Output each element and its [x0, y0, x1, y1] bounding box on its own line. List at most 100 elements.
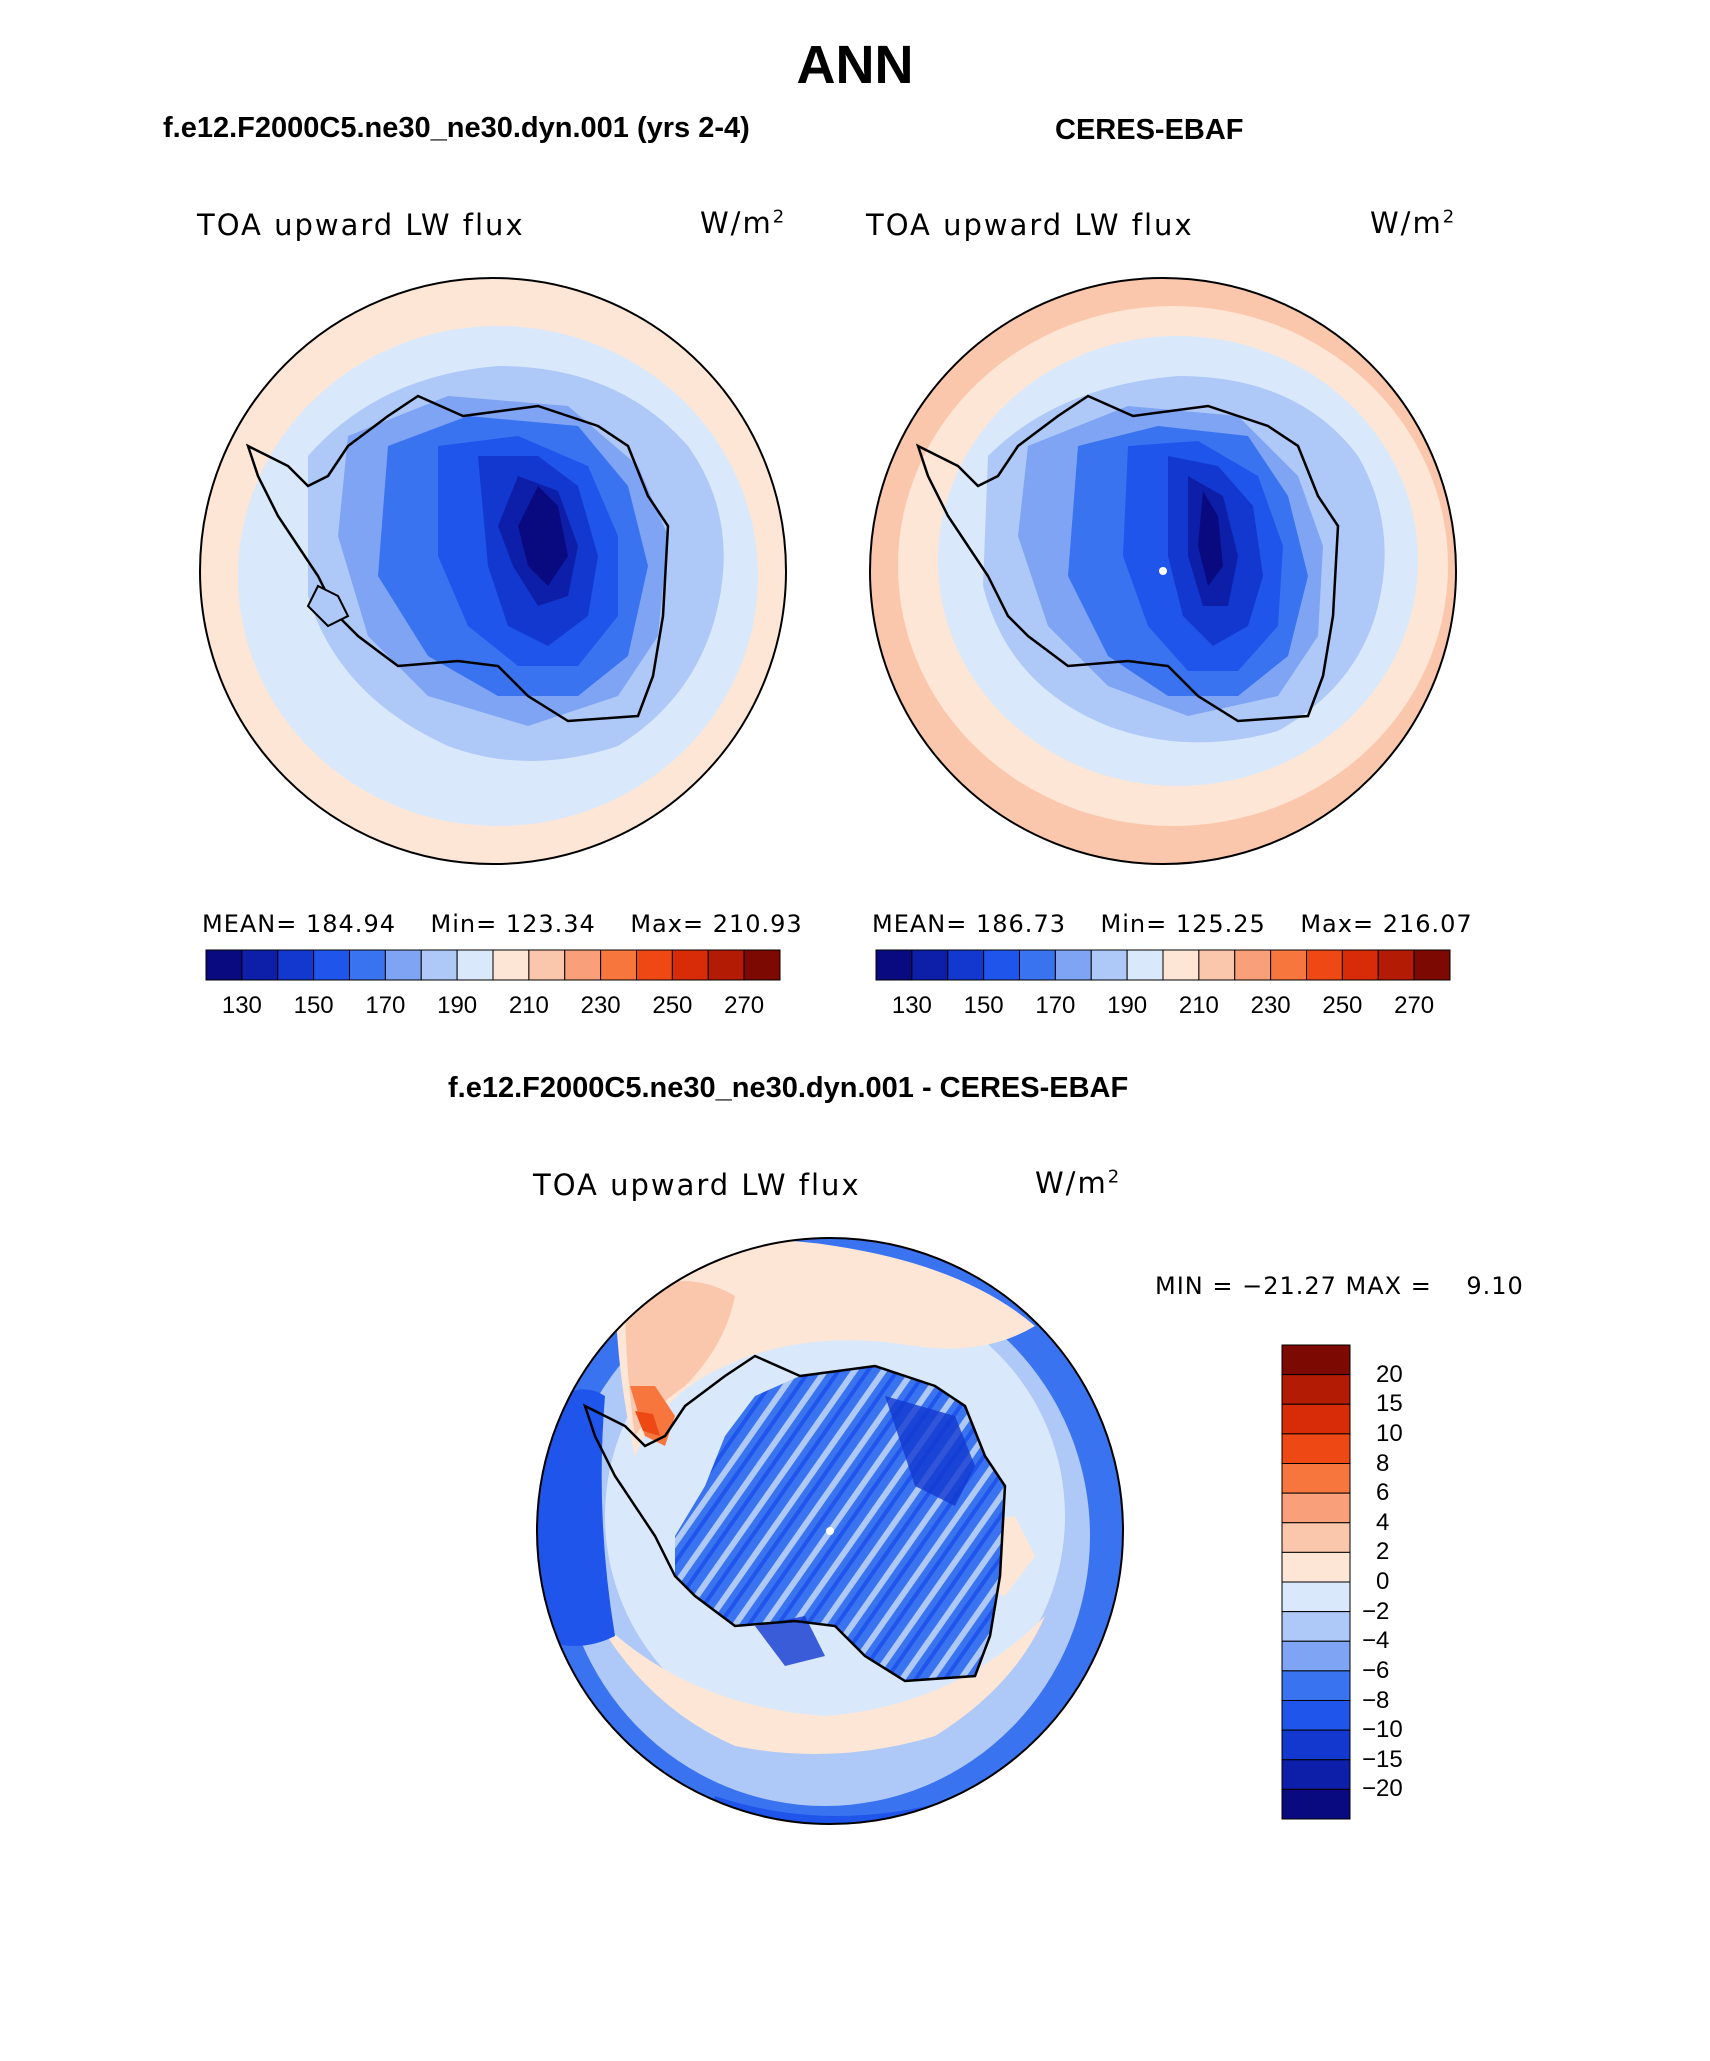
colorbar-diff-ticks: 20 15 10 8 6 4 2 0 −2 −4 −6 −8 −10 −15 −20: [1362, 1345, 1442, 1819]
colorbar-obs-swatch: [1198, 949, 1236, 981]
colorbar-diff-swatch: [1281, 1700, 1351, 1731]
colorbar-obs-swatch: [1234, 949, 1272, 981]
colorbar-obs-swatch: [1377, 949, 1415, 981]
colorbar-obs-swatch: [911, 949, 949, 981]
colorbar-model-swatch: [349, 949, 386, 981]
colorbar-model-tick-label: 210: [508, 992, 549, 1019]
colorbar-diff: [1281, 1344, 1351, 1820]
figure-title: ANN: [796, 35, 914, 95]
colorbar-model-swatch: [492, 949, 530, 981]
colorbar-model-swatch: [241, 949, 279, 981]
colorbar-obs-tick-label: 190: [1107, 992, 1148, 1019]
colorbar-obs-ticks: 130 150 170 190 210 230 250 270: [876, 992, 1450, 1022]
colorbar-model-tick-label: 130: [221, 992, 262, 1019]
colorbar-diff-tick-label: −8: [1362, 1686, 1390, 1714]
colorbar-obs-swatch: [1413, 949, 1451, 981]
colorbar-diff-tick-label: −10: [1362, 1716, 1403, 1744]
map-model: [199, 277, 787, 865]
colorbar-obs-tick-label: 230: [1250, 992, 1291, 1019]
diff-units: W/m2: [1035, 1166, 1122, 1200]
colorbar-obs-tick-label: 170: [1035, 992, 1076, 1019]
colorbar-diff-swatch: [1281, 1403, 1351, 1435]
map-model-coastline: [245, 394, 670, 723]
colorbar-diff-swatch: [1281, 1729, 1351, 1761]
colorbar-model-swatch: [205, 949, 243, 981]
colorbar-obs-swatch: [875, 949, 913, 981]
map-diff-coastline: [582, 1354, 1007, 1683]
panel-2-variable: TOA upward LW flux: [866, 208, 1194, 242]
colorbar-model-swatch: [564, 949, 602, 981]
colorbar-diff-swatch: [1281, 1344, 1351, 1376]
colorbar-diff-tick-label: 4: [1376, 1508, 1390, 1536]
colorbar-model: [205, 949, 781, 981]
panel-1-title: f.e12.F2000C5.ne30_ne30.dyn.001 (yrs 2-4…: [163, 112, 750, 144]
colorbar-obs-swatch: [1019, 949, 1056, 981]
colorbar-model-swatch: [600, 949, 637, 981]
colorbar-diff-swatch: [1281, 1581, 1351, 1613]
panel-1-stats: MEAN= 184.94 Min= 123.34 Max= 210.93: [202, 910, 803, 938]
map-obs-border: [869, 277, 1457, 865]
colorbar-diff-tick-label: −2: [1362, 1597, 1390, 1625]
colorbar-diff-tick-label: 0: [1376, 1568, 1390, 1595]
colorbar-obs-swatch: [1306, 949, 1343, 981]
colorbar-model-tick-label: 170: [365, 992, 406, 1019]
colorbar-diff-tick-label: 2: [1376, 1538, 1390, 1566]
colorbar-diff-swatch: [1281, 1551, 1351, 1583]
colorbar-model-tick-label: 190: [437, 992, 478, 1019]
colorbar-obs-swatch: [1090, 949, 1128, 981]
colorbar-model-swatch: [528, 949, 566, 981]
colorbar-diff-tick-label: −15: [1362, 1745, 1403, 1773]
colorbar-diff-swatch: [1281, 1788, 1351, 1820]
panel-2-stats: MEAN= 186.73 Min= 125.25 Max= 216.07: [872, 910, 1473, 938]
colorbar-obs-swatch: [983, 949, 1020, 981]
colorbar-model-swatch: [743, 949, 781, 981]
map-model-border: [199, 277, 787, 865]
colorbar-diff-swatch: [1281, 1759, 1351, 1790]
colorbar-diff-swatch: [1281, 1522, 1351, 1553]
diff-title: f.e12.F2000C5.ne30_ne30.dyn.001 - CERES-…: [448, 1072, 1129, 1104]
colorbar-diff-tick-label: −4: [1362, 1627, 1390, 1655]
colorbar-obs-swatch: [1162, 949, 1200, 981]
colorbar-obs-swatch: [947, 949, 985, 981]
diff-minmax: MIN = −21.27 MAX = 9.10: [1155, 1272, 1524, 1300]
colorbar-diff-swatch: [1281, 1492, 1351, 1524]
colorbar-diff-tick-label: 8: [1376, 1449, 1390, 1477]
colorbar-model-swatch: [671, 949, 709, 981]
colorbar-model-swatch: [384, 949, 422, 981]
colorbar-model-swatch: [707, 949, 745, 981]
colorbar-diff-swatch: [1281, 1670, 1351, 1701]
colorbar-obs-swatch: [1054, 949, 1092, 981]
map-obs: [869, 277, 1457, 865]
colorbar-obs-tick-label: 250: [1322, 992, 1363, 1019]
map-obs-coastline: [915, 394, 1340, 723]
panel-2-units: W/m2: [1370, 206, 1457, 240]
diff-variable: TOA upward LW flux: [533, 1168, 861, 1202]
colorbar-model-swatch: [636, 949, 673, 981]
colorbar-model-ticks: 130 150 170 190 210 230 250 270: [206, 992, 780, 1022]
colorbar-model-tick-label: 230: [580, 992, 621, 1019]
colorbar-obs-tick-label: 210: [1178, 992, 1219, 1019]
panel-1-units: W/m2: [700, 206, 787, 240]
map-obs-pole-marker: [1159, 567, 1167, 575]
colorbar-diff-swatch: [1281, 1374, 1351, 1405]
colorbar-obs-swatch: [1270, 949, 1307, 981]
panel-1-variable: TOA upward LW flux: [197, 208, 525, 242]
map-diff: [536, 1237, 1124, 1825]
colorbar-diff-tick-label: 20: [1376, 1360, 1403, 1388]
colorbar-diff-swatch: [1281, 1611, 1351, 1642]
colorbar-model-swatch: [313, 949, 350, 981]
colorbar-obs-swatch: [1341, 949, 1379, 981]
colorbar-obs: [875, 949, 1451, 981]
colorbar-diff-tick-label: 6: [1376, 1479, 1390, 1507]
colorbar-obs-tick-label: 130: [891, 992, 932, 1019]
colorbar-obs-tick-label: 270: [1394, 992, 1435, 1019]
map-diff-border: [536, 1237, 1124, 1825]
colorbar-diff-tick-label: −6: [1362, 1656, 1390, 1684]
colorbar-model-tick-label: 250: [652, 992, 693, 1019]
colorbar-diff-tick-label: −20: [1362, 1775, 1403, 1803]
colorbar-diff-tick-label: 15: [1376, 1390, 1403, 1418]
colorbar-diff-tick-label: 10: [1376, 1419, 1403, 1447]
colorbar-diff-swatch: [1281, 1640, 1351, 1672]
colorbar-model-tick-label: 150: [293, 992, 334, 1019]
colorbar-model-tick-label: 270: [724, 992, 765, 1019]
